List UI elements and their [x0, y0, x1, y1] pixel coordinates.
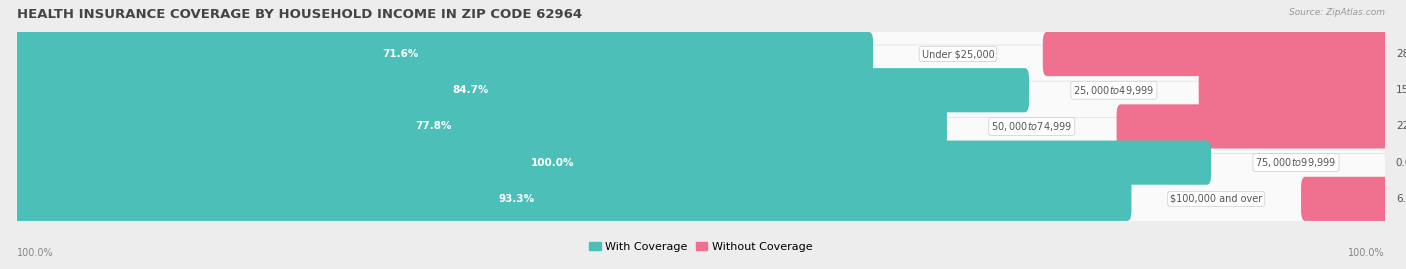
Text: 93.3%: 93.3% [499, 194, 534, 204]
FancyBboxPatch shape [13, 104, 948, 148]
Text: 15.3%: 15.3% [1396, 85, 1406, 95]
Legend: With Coverage, Without Coverage: With Coverage, Without Coverage [585, 238, 817, 256]
Text: Source: ZipAtlas.com: Source: ZipAtlas.com [1289, 8, 1385, 17]
FancyBboxPatch shape [1199, 68, 1389, 112]
FancyBboxPatch shape [1301, 177, 1389, 221]
FancyBboxPatch shape [6, 45, 1396, 136]
Text: 100.0%: 100.0% [530, 158, 574, 168]
FancyBboxPatch shape [1116, 104, 1389, 148]
FancyBboxPatch shape [6, 9, 1396, 99]
Text: 6.7%: 6.7% [1396, 194, 1406, 204]
Text: HEALTH INSURANCE COVERAGE BY HOUSEHOLD INCOME IN ZIP CODE 62964: HEALTH INSURANCE COVERAGE BY HOUSEHOLD I… [17, 8, 582, 21]
Text: $25,000 to $49,999: $25,000 to $49,999 [1073, 84, 1154, 97]
Text: $100,000 and over: $100,000 and over [1170, 194, 1263, 204]
Text: 22.2%: 22.2% [1396, 121, 1406, 132]
FancyBboxPatch shape [13, 177, 1132, 221]
Text: 100.0%: 100.0% [1348, 248, 1385, 258]
Text: $50,000 to $74,999: $50,000 to $74,999 [991, 120, 1073, 133]
Text: 77.8%: 77.8% [415, 121, 451, 132]
FancyBboxPatch shape [13, 32, 873, 76]
FancyBboxPatch shape [13, 140, 1211, 185]
FancyBboxPatch shape [6, 81, 1396, 172]
Text: 100.0%: 100.0% [17, 248, 53, 258]
Text: 28.4%: 28.4% [1396, 49, 1406, 59]
FancyBboxPatch shape [1043, 32, 1389, 76]
Text: 0.0%: 0.0% [1396, 158, 1406, 168]
Text: 84.7%: 84.7% [453, 85, 489, 95]
FancyBboxPatch shape [13, 68, 1029, 112]
Text: Under $25,000: Under $25,000 [921, 49, 994, 59]
Text: $75,000 to $99,999: $75,000 to $99,999 [1256, 156, 1337, 169]
FancyBboxPatch shape [6, 154, 1396, 244]
FancyBboxPatch shape [6, 117, 1396, 208]
Text: 71.6%: 71.6% [382, 49, 419, 59]
